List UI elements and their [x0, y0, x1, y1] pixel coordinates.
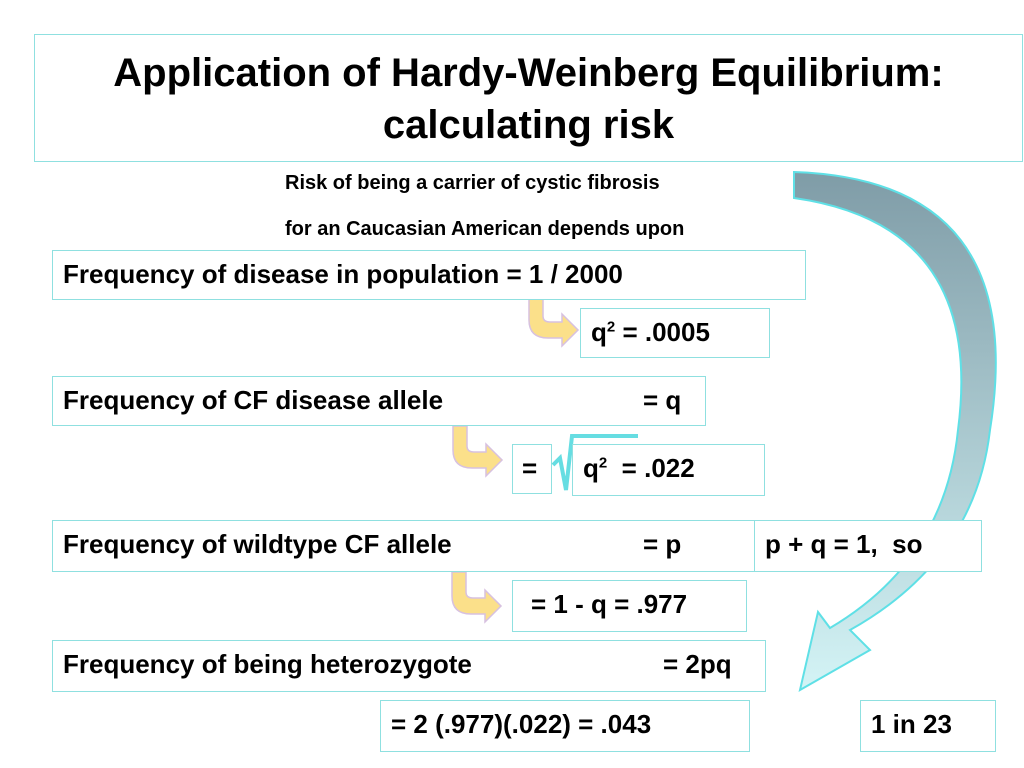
p-value-box: = 1 - q = .977	[512, 580, 747, 632]
disease-frequency-box: Frequency of disease in population = 1 /…	[52, 250, 806, 300]
curved-arrow-icon	[793, 170, 997, 693]
p-plus-q-box: p + q = 1, so	[754, 520, 982, 572]
sqrt-equals-box: =	[512, 444, 552, 494]
disease-frequency-label: Frequency of disease in population = 1 /…	[63, 259, 623, 289]
wildtype-allele-value: = p	[643, 529, 682, 559]
result-value: 1 in 23	[871, 709, 952, 739]
heterozygote-label: Frequency of being heterozygote	[63, 649, 472, 679]
bent-arrow-icon-2	[452, 425, 504, 478]
heterozygote-calc-box: = 2 (.977)(.022) = .043	[380, 700, 750, 752]
p-plus-q-note: p + q = 1, so	[765, 529, 923, 559]
cf-allele-label: Frequency of CF disease allele	[63, 385, 444, 415]
title-line-1: Application of Hardy-Weinberg Equilibriu…	[113, 51, 944, 95]
cf-allele-box: Frequency of CF disease allele = q	[52, 376, 706, 426]
q-value-box: q2 = .022	[572, 444, 765, 496]
heterozygote-value: = 2pq	[663, 649, 732, 679]
q-value: q2 = .022	[583, 453, 695, 483]
q-squared-value: q2 = .0005	[591, 317, 710, 347]
heterozygote-calc: = 2 (.977)(.022) = .043	[391, 709, 652, 739]
sqrt-equals-sign: =	[522, 453, 538, 483]
intro-line-2: for an Caucasian American depends upon	[285, 218, 685, 240]
bent-arrow-icon-1	[528, 295, 580, 348]
slide-title: Application of Hardy-Weinberg Equilibriu…	[34, 34, 1023, 162]
result-box: 1 in 23	[860, 700, 996, 752]
p-value: = 1 - q = .977	[531, 589, 688, 619]
heterozygote-box: Frequency of being heterozygote = 2pq	[52, 640, 766, 692]
intro-line-1: Risk of being a carrier of cystic fibros…	[285, 172, 660, 194]
cf-allele-value: = q	[643, 385, 682, 415]
title-line-2: calculating risk	[382, 103, 675, 147]
wildtype-allele-label: Frequency of wildtype CF allele	[63, 529, 452, 559]
wildtype-allele-box: Frequency of wildtype CF allele = p	[52, 520, 758, 572]
q-squared-box: q2 = .0005	[580, 308, 770, 358]
bent-arrow-icon-3	[451, 571, 503, 624]
